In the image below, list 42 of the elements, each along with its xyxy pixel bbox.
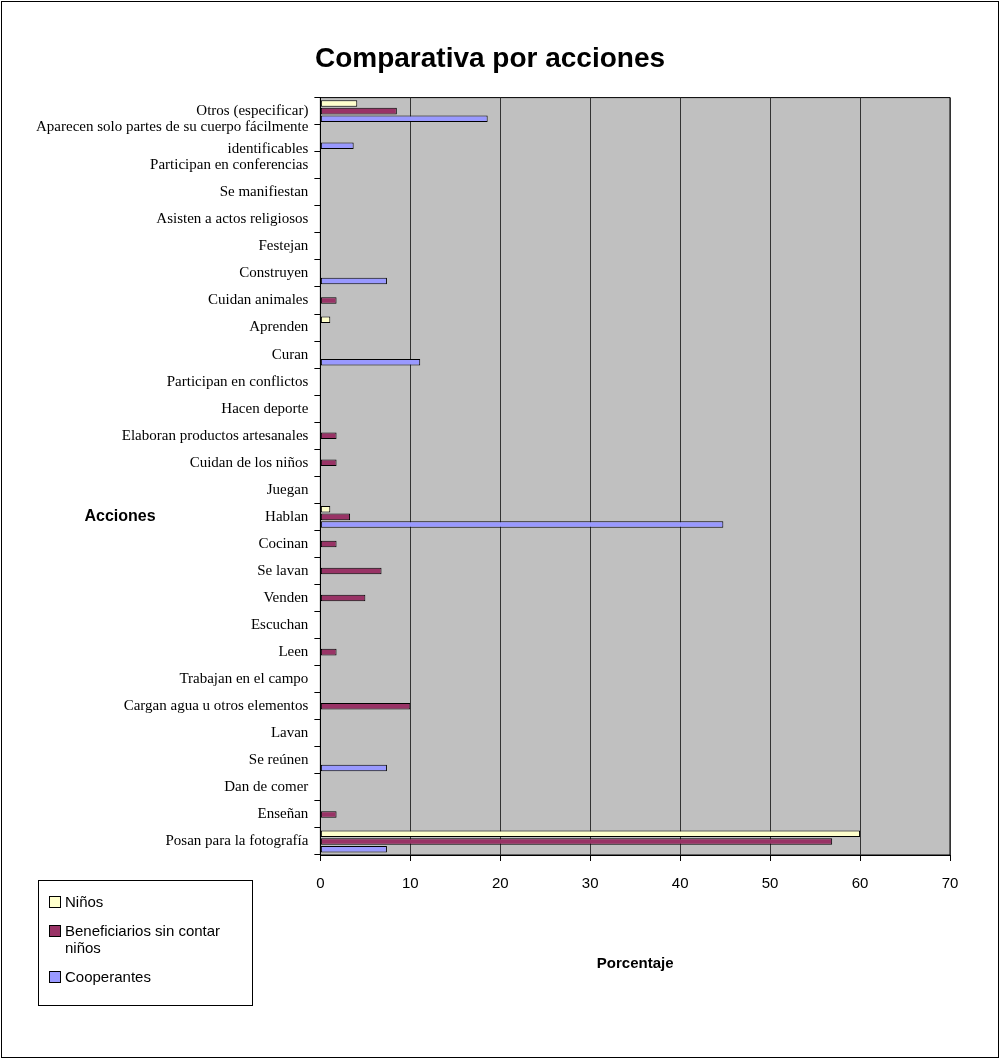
y-tick-label: Enseñan: [257, 805, 309, 822]
y-tick-label: Juegan: [266, 480, 309, 497]
x-tick-label: 70: [941, 874, 959, 892]
y-tick-label: Elaboran productos artesanales: [121, 426, 309, 443]
y-tick-label: Dan de comer: [224, 778, 309, 795]
y-tick-label: Curan: [271, 345, 309, 362]
y-tick-label: Cuidan animales: [207, 291, 309, 308]
y-tick-label: Festejan: [258, 237, 309, 254]
y-tick-label: Asisten a actos religiosos: [156, 210, 309, 227]
legend-label: Beneficiarios sin contar niños: [65, 922, 222, 956]
y-tick-label: Cocinan: [258, 534, 309, 551]
y-tick-label: Participan en conflictos: [166, 372, 309, 389]
y-axis-title: Acciones: [84, 506, 156, 524]
y-tick-label: Otros (especificar): [196, 102, 309, 120]
chart-title: Comparativa por acciones: [314, 41, 666, 73]
legend-label: Niños: [65, 893, 104, 910]
legend-label: Cooperantes: [65, 968, 151, 985]
x-tick-label: 20: [491, 874, 509, 892]
x-tick-label: 60: [851, 874, 869, 892]
y-tick-label: Lavan: [270, 724, 309, 741]
y-tick-label: Venden: [263, 588, 309, 605]
y-tick-label: Cuidan de los niños: [189, 453, 309, 470]
y-tick-label: Se lavan: [257, 561, 309, 578]
y-tick-label: Hablan: [265, 507, 309, 524]
y-tick-label: Hacen deporte: [221, 399, 309, 416]
x-tick-label: 40: [671, 874, 689, 892]
y-tick-label: Trabajan en el campo: [179, 670, 309, 687]
x-tick-label: 0: [316, 874, 325, 892]
x-tick-label: 10: [401, 874, 419, 892]
y-tick-label: Leen: [278, 643, 309, 660]
y-tick-label: Construyen: [239, 264, 309, 281]
y-tick-label: Cargan agua u otros elementos: [123, 697, 309, 714]
x-axis-title: Porcentaje: [596, 954, 674, 972]
y-tick-label: Participan en conferencias: [150, 156, 309, 173]
x-tick-label: 30: [581, 874, 599, 892]
y-tick-label: Escuchan: [250, 616, 309, 633]
y-tick-label: Se reúnen: [248, 751, 309, 768]
y-tick-label: Posan para la fotografía: [165, 832, 309, 849]
y-tick-label: Aparecen solo partes de su cuerpo fácilmente identificables: [35, 117, 309, 157]
y-tick-label: Se manifiestan: [219, 183, 309, 200]
y-tick-label: Aprenden: [249, 318, 309, 335]
x-tick-label: 50: [761, 874, 779, 892]
